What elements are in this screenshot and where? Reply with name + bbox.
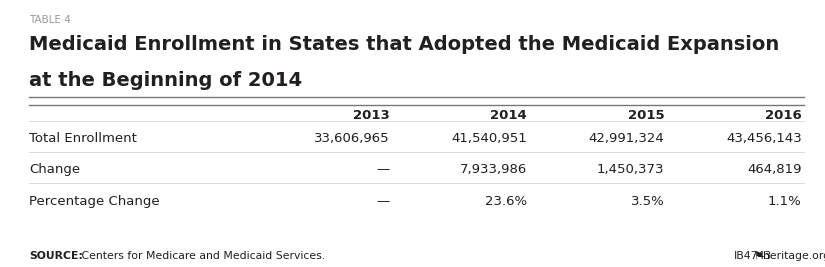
Text: 42,991,324: 42,991,324 [589, 132, 664, 145]
Text: —: — [377, 163, 390, 176]
Text: 33,606,965: 33,606,965 [314, 132, 390, 145]
Text: 1,450,373: 1,450,373 [597, 163, 664, 176]
Text: 3.5%: 3.5% [631, 195, 664, 208]
Text: 1.1%: 1.1% [768, 195, 802, 208]
Text: 41,540,951: 41,540,951 [451, 132, 527, 145]
Text: ⚑: ⚑ [753, 251, 763, 261]
Text: at the Beginning of 2014: at the Beginning of 2014 [29, 71, 302, 90]
Text: 2015: 2015 [628, 109, 664, 123]
Text: IB4743: IB4743 [734, 251, 772, 261]
Text: heritage.org: heritage.org [763, 251, 825, 261]
Text: —: — [377, 195, 390, 208]
Text: Medicaid Enrollment in States that Adopted the Medicaid Expansion: Medicaid Enrollment in States that Adopt… [29, 35, 779, 54]
Text: 43,456,143: 43,456,143 [726, 132, 802, 145]
Text: 464,819: 464,819 [747, 163, 802, 176]
Text: Centers for Medicare and Medicaid Services.: Centers for Medicare and Medicaid Servic… [78, 251, 326, 261]
Text: 7,933,986: 7,933,986 [460, 163, 527, 176]
Text: Percentage Change: Percentage Change [29, 195, 159, 208]
Text: Total Enrollment: Total Enrollment [29, 132, 137, 145]
Text: 2016: 2016 [765, 109, 802, 123]
Text: 2014: 2014 [491, 109, 527, 123]
Text: 2013: 2013 [353, 109, 390, 123]
Text: TABLE 4: TABLE 4 [29, 15, 71, 25]
Text: 23.6%: 23.6% [485, 195, 527, 208]
Text: Change: Change [29, 163, 80, 176]
Text: SOURCE:: SOURCE: [29, 251, 82, 261]
